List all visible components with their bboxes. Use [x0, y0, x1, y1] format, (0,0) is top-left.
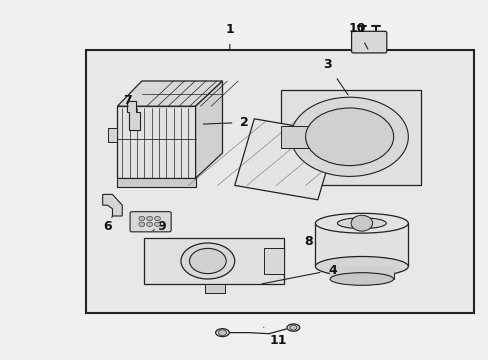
Polygon shape [117, 106, 195, 178]
Polygon shape [281, 126, 310, 148]
Ellipse shape [315, 213, 407, 233]
Ellipse shape [329, 273, 393, 285]
Polygon shape [264, 248, 283, 274]
Bar [85, 50, 473, 313]
Circle shape [350, 215, 372, 231]
Circle shape [289, 325, 296, 330]
Polygon shape [117, 178, 195, 187]
Polygon shape [234, 119, 337, 200]
Circle shape [139, 222, 144, 226]
FancyBboxPatch shape [351, 31, 386, 53]
Circle shape [146, 216, 152, 221]
Polygon shape [205, 284, 224, 293]
Bar [315, 223, 407, 266]
Text: 2: 2 [203, 116, 248, 129]
Polygon shape [271, 166, 281, 180]
Text: 6: 6 [103, 216, 112, 233]
Ellipse shape [181, 243, 234, 279]
Polygon shape [127, 101, 140, 130]
Text: 3: 3 [323, 58, 347, 95]
Ellipse shape [337, 218, 386, 229]
Circle shape [146, 222, 152, 226]
Text: 11: 11 [263, 327, 287, 347]
Circle shape [218, 330, 226, 336]
Bar [329, 266, 393, 279]
Polygon shape [102, 194, 122, 216]
Text: 7: 7 [122, 94, 131, 107]
Ellipse shape [286, 324, 299, 331]
Ellipse shape [290, 97, 407, 176]
Text: 5: 5 [315, 136, 361, 168]
Ellipse shape [189, 248, 225, 274]
Circle shape [154, 222, 160, 226]
Text: 1: 1 [225, 23, 234, 50]
Polygon shape [281, 90, 420, 185]
Ellipse shape [215, 329, 229, 337]
Text: 8: 8 [303, 235, 315, 248]
Polygon shape [107, 128, 117, 142]
Text: 4: 4 [262, 264, 336, 284]
FancyBboxPatch shape [130, 212, 171, 232]
Text: 9: 9 [153, 220, 165, 233]
Polygon shape [144, 238, 283, 284]
Circle shape [154, 216, 160, 221]
Polygon shape [117, 81, 222, 106]
Text: 10: 10 [347, 22, 367, 49]
Ellipse shape [305, 108, 393, 166]
Circle shape [139, 216, 144, 221]
Ellipse shape [315, 256, 407, 276]
Polygon shape [195, 81, 222, 178]
